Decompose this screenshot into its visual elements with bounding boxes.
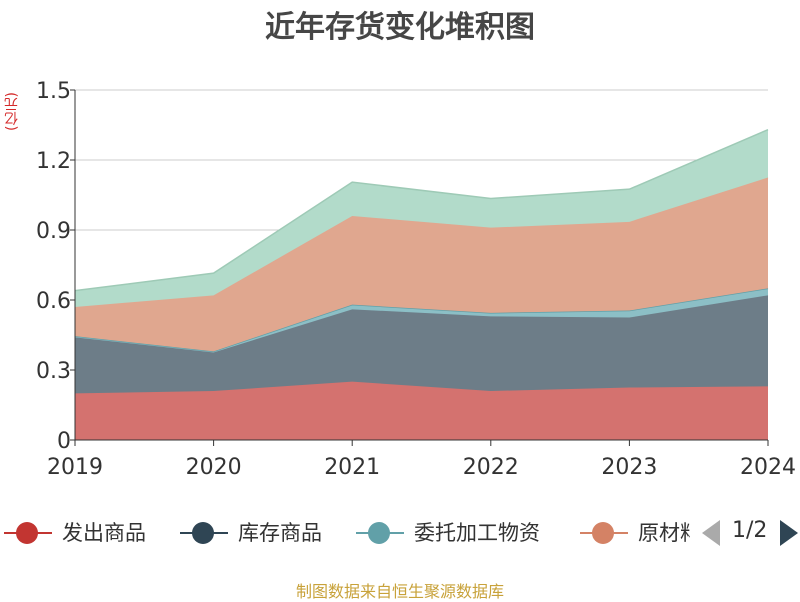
legend-pager: 1/2 bbox=[700, 512, 800, 552]
x-tick-label: 2021 bbox=[324, 455, 380, 480]
data-source-note: 制图数据来自恒生聚源数据库 bbox=[295, 582, 504, 601]
area-series bbox=[74, 128, 769, 440]
legend-swatch-yuancailiao bbox=[580, 512, 628, 552]
x-tick-label: 2023 bbox=[601, 455, 657, 480]
y-tick-label: 1.2 bbox=[36, 149, 71, 174]
legend-swatch-fachu bbox=[4, 512, 52, 552]
area-series-0 bbox=[75, 381, 768, 440]
legend-swatch-kucun bbox=[180, 512, 228, 552]
tick-labels: 0 0.3 0.6 0.9 1.2 1.5 2019 2020 2021 2022 2023 2024 bbox=[36, 79, 796, 480]
axes bbox=[70, 89, 769, 446]
area-edge-line-4 bbox=[74, 128, 769, 292]
x-tick-label: 2022 bbox=[463, 455, 519, 480]
legend-item-yuancailiao[interactable]: 原材料 bbox=[580, 512, 690, 552]
x-tick-label: 2024 bbox=[740, 455, 796, 480]
legend-label: 原材料 bbox=[638, 521, 690, 545]
y-tick-label: 0.6 bbox=[36, 289, 71, 314]
area-series-1 bbox=[75, 295, 768, 394]
legend-label: 委托加工物资 bbox=[414, 521, 540, 545]
legend-item-weituo[interactable]: 委托加工物资 bbox=[356, 512, 540, 552]
y-axis-unit: (亿元) bbox=[4, 92, 20, 131]
legend-label: 发出商品 bbox=[62, 521, 146, 545]
pager-page-text: 1/2 bbox=[732, 518, 768, 543]
chart-title: 近年存货变化堆积图 bbox=[265, 10, 535, 45]
y-tick-label: 1.5 bbox=[36, 79, 71, 104]
y-tick-label: 0.9 bbox=[36, 219, 71, 244]
legend-item-fachu[interactable]: 发出商品 bbox=[4, 512, 146, 552]
area-series-3 bbox=[75, 177, 768, 352]
pager-next-icon[interactable] bbox=[780, 520, 798, 546]
legend-item-kucun[interactable]: 库存商品 bbox=[180, 512, 322, 552]
y-tick-label: 0.3 bbox=[36, 359, 71, 384]
x-tick-label: 2020 bbox=[186, 455, 242, 480]
area-series-4 bbox=[75, 129, 768, 307]
x-tick-label: 2019 bbox=[47, 455, 103, 480]
legend-label: 库存商品 bbox=[238, 521, 322, 545]
legend: 发出商品 库存商品 委托加工物资 原材料 1/2 bbox=[0, 512, 800, 552]
pager-prev-icon[interactable] bbox=[702, 520, 720, 546]
y-tick-label: 0 bbox=[57, 429, 71, 454]
legend-swatch-weituo bbox=[356, 512, 404, 552]
